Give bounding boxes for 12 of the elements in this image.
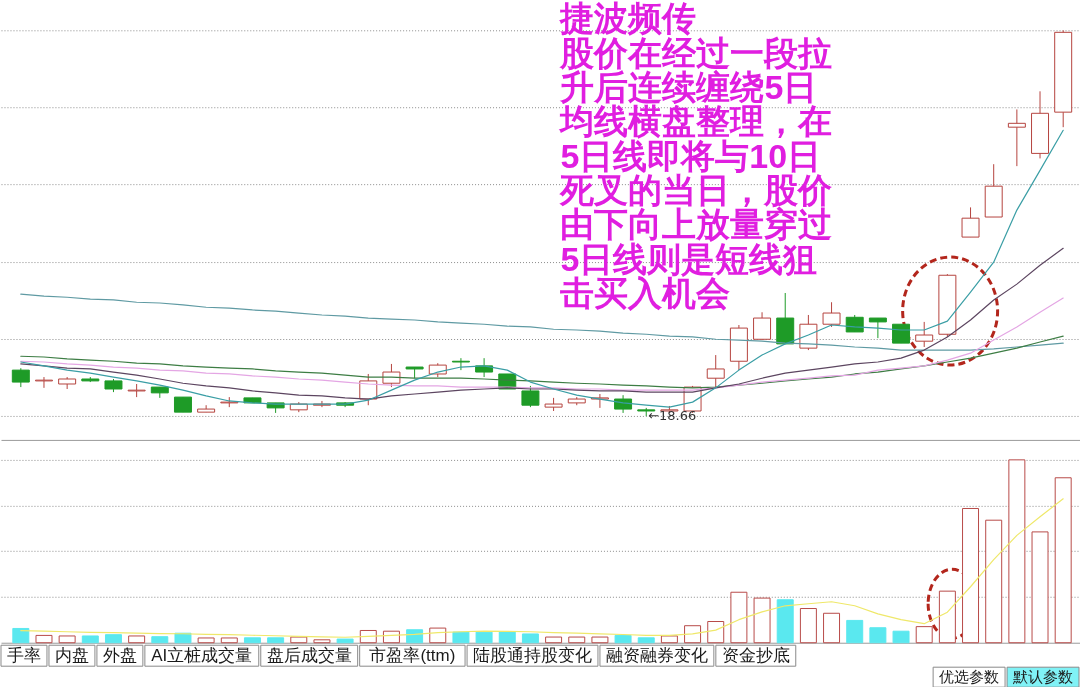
text: 手率 (6, 645, 41, 665)
text: AI立桩成交量 (151, 645, 253, 665)
text: 内盘 (54, 645, 89, 665)
text: 默认参数 (1012, 668, 1074, 686)
text: 优选参数 (939, 668, 1000, 686)
text: 资金抄底 (721, 645, 790, 665)
text: 陆股通持股变化 (473, 645, 593, 665)
text: 盘后成交量 (266, 645, 352, 665)
text: 外盘 (102, 645, 137, 665)
annotation: ←18.66 (648, 408, 697, 423)
text: 市盈率(ttm) (369, 645, 456, 665)
text: 融资融券变化 (605, 645, 708, 665)
